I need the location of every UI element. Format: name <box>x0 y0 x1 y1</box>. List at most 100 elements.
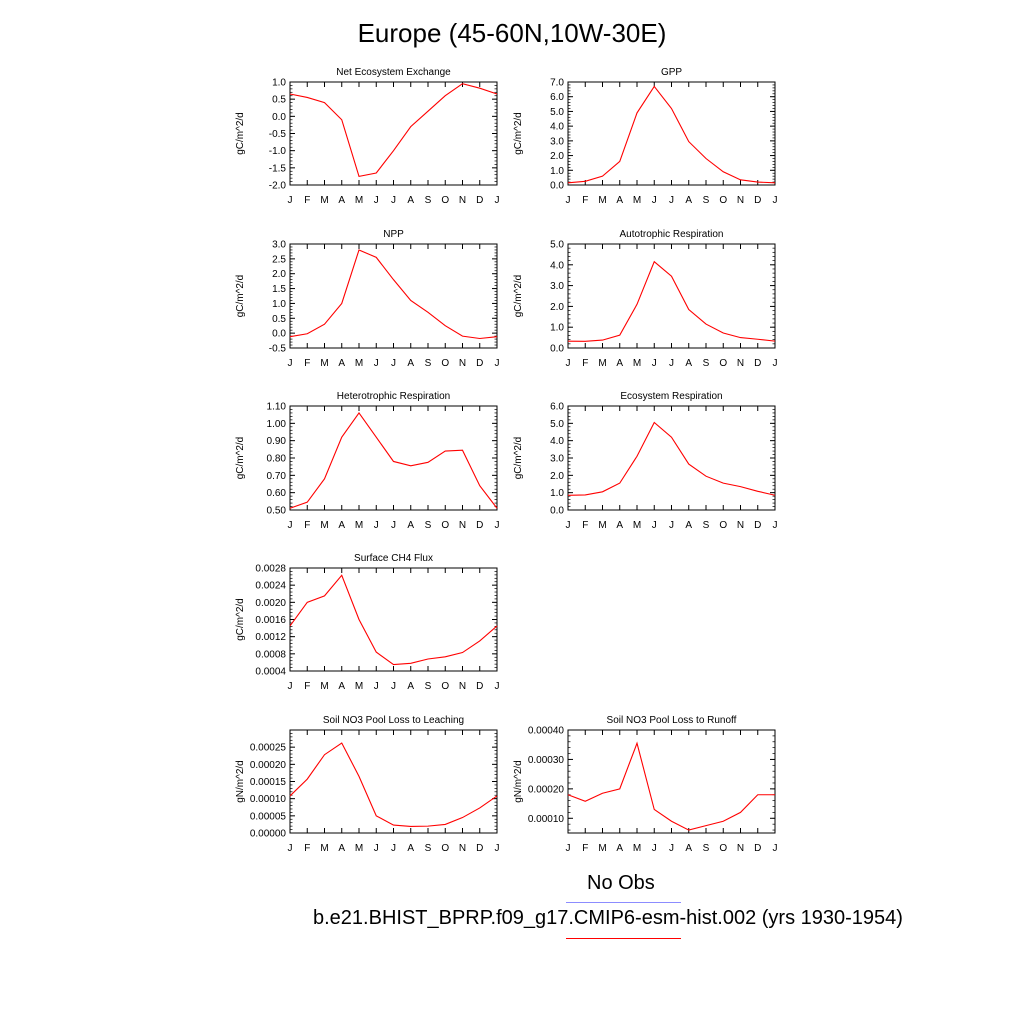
panel-title: Surface CH4 Flux <box>354 553 433 564</box>
panel-frame <box>567 81 776 186</box>
y-tick-label: 0.00015 <box>250 777 287 788</box>
y-tick-label: 1.10 <box>267 402 287 413</box>
x-tick-label: M <box>598 843 606 854</box>
y-tick-label: 0.80 <box>267 454 287 465</box>
y-tick-label: 3.0 <box>550 281 564 292</box>
x-tick-label: M <box>633 520 641 531</box>
panel-frame <box>567 729 776 834</box>
x-tick-label: N <box>737 195 744 206</box>
x-tick-label: O <box>719 843 727 854</box>
legend-obs-label: No Obs <box>587 872 655 894</box>
y-tick-label: 0.0 <box>272 329 286 340</box>
x-tick-label: D <box>476 843 483 854</box>
y-tick-label: 0.0016 <box>255 615 286 626</box>
panel-frame <box>289 729 498 834</box>
x-tick-label: J <box>652 843 657 854</box>
x-tick-label: O <box>441 843 449 854</box>
x-tick-label: M <box>355 520 363 531</box>
y-tick-label: 0.70 <box>267 471 287 482</box>
x-tick-label: M <box>598 195 606 206</box>
x-tick-label: J <box>669 195 674 206</box>
x-tick-label: J <box>374 358 379 369</box>
x-tick-label: O <box>441 358 449 369</box>
x-tick-label: S <box>703 195 710 206</box>
y-tick-label: 0.5 <box>272 95 286 106</box>
y-tick-label: 0.00000 <box>250 829 287 840</box>
x-tick-label: J <box>652 195 657 206</box>
y-tick-label: 0.00020 <box>528 784 565 795</box>
y-tick-label: 1.0 <box>272 78 286 89</box>
panel-1: Net Ecosystem Exchange gC/m^2/d -2.0 -1.5 -1… <box>235 67 500 206</box>
y-tick-label: 6.0 <box>550 402 564 413</box>
y-tick-label: 0.0 <box>550 506 564 517</box>
x-tick-label: D <box>476 520 483 531</box>
x-tick-label: S <box>425 843 432 854</box>
y-tick-label: 5.0 <box>550 419 564 430</box>
x-tick-label: M <box>598 520 606 531</box>
x-tick-label: A <box>338 681 345 692</box>
x-tick-label: J <box>652 520 657 531</box>
x-tick-label: M <box>633 195 641 206</box>
x-tick-label: J <box>566 520 571 531</box>
y-tick-label: 0.0 <box>272 112 286 123</box>
x-tick-label: A <box>685 195 692 206</box>
y-tick-label: 0.00030 <box>528 755 565 766</box>
y-tick-label: 1.5 <box>272 284 286 295</box>
y-tick-label: 0.90 <box>267 436 287 447</box>
x-tick-label: N <box>459 681 466 692</box>
y-tick-label: 0.0004 <box>255 667 286 678</box>
x-tick-label: D <box>476 681 483 692</box>
page-title: Europe (45-60N,10W-30E) <box>357 18 667 48</box>
y-tick-label: -1.5 <box>269 163 287 174</box>
x-tick-label: D <box>476 195 483 206</box>
x-tick-label: A <box>616 195 623 206</box>
y-tick-label: 0.00005 <box>250 811 287 822</box>
x-tick-label: S <box>703 520 710 531</box>
x-tick-label: J <box>391 195 396 206</box>
panel-8: Soil NO3 Pool Loss to Leaching gN/m^2/d 0.… <box>235 715 500 854</box>
x-tick-label: S <box>703 843 710 854</box>
y-tick-label: -1.0 <box>269 146 287 157</box>
y-tick-label: 0.00020 <box>250 760 287 771</box>
x-tick-label: N <box>737 520 744 531</box>
y-tick-label: -0.5 <box>269 129 287 140</box>
x-tick-label: M <box>633 358 641 369</box>
x-tick-label: A <box>685 843 692 854</box>
x-tick-label: F <box>304 195 310 206</box>
y-tick-label: 1.00 <box>267 419 287 430</box>
x-tick-label: F <box>582 843 588 854</box>
x-tick-label: O <box>441 520 449 531</box>
x-tick-label: A <box>407 358 414 369</box>
x-tick-label: J <box>495 195 500 206</box>
y-tick-label: 7.0 <box>550 78 564 89</box>
x-tick-label: A <box>685 520 692 531</box>
y-tick-label: 0.60 <box>267 488 287 499</box>
x-tick-label: M <box>320 358 328 369</box>
x-tick-label: J <box>669 520 674 531</box>
x-tick-label: J <box>495 358 500 369</box>
y-axis-label: gC/m^2/d <box>235 437 246 480</box>
series-line <box>289 574 498 666</box>
y-tick-label: 0.0008 <box>255 649 286 660</box>
x-tick-label: S <box>425 520 432 531</box>
x-tick-label: O <box>719 358 727 369</box>
x-tick-label: J <box>374 520 379 531</box>
x-tick-label: A <box>407 520 414 531</box>
x-tick-label: F <box>304 681 310 692</box>
legend-model-label: b.e21.BHIST_BPRP.f09_g17.CMIP6-esm-hist.… <box>313 907 903 929</box>
x-tick-label: N <box>459 358 466 369</box>
y-tick-label: -2.0 <box>269 181 287 192</box>
x-tick-label: S <box>425 681 432 692</box>
x-tick-label: F <box>304 520 310 531</box>
panel-title: Autotrophic Respiration <box>620 229 724 240</box>
x-tick-label: F <box>304 358 310 369</box>
x-tick-label: O <box>719 195 727 206</box>
x-tick-label: M <box>320 520 328 531</box>
x-tick-label: J <box>288 358 293 369</box>
series-line <box>289 249 498 340</box>
y-tick-label: 2.0 <box>550 471 564 482</box>
y-tick-label: 2.0 <box>272 269 286 280</box>
y-tick-label: 0.50 <box>267 506 287 517</box>
x-tick-label: N <box>737 358 744 369</box>
